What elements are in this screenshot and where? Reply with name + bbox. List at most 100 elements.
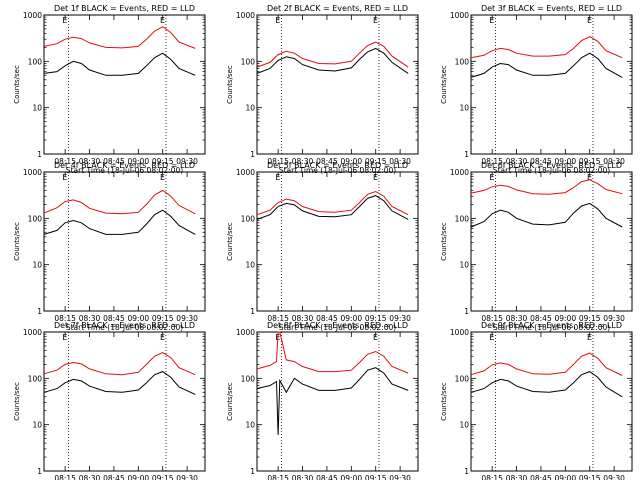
lld-rate-line: [470, 352, 623, 376]
x-tick-label: 09:00: [128, 474, 150, 480]
x-axis-label: Start Time (18-Jul-06 08:02:00): [66, 323, 183, 332]
plot-frame: [470, 14, 633, 155]
y-tick-label: 100: [28, 214, 43, 223]
plot-frame: [43, 14, 206, 155]
y-tick-label: 1: [464, 150, 469, 159]
x-tick-label: 09:15: [365, 474, 387, 480]
event-marker-label: E: [160, 173, 165, 182]
y-tick-label: 1: [37, 150, 42, 159]
panel-title: Det 8f BLACK = Events, RED = LLD: [267, 321, 408, 330]
y-tick-label: 1000: [23, 11, 42, 20]
plot-frame: [256, 14, 419, 155]
event-marker-label: E: [373, 333, 378, 342]
y-axis-label: Counts/sec: [440, 65, 448, 104]
x-tick-label: 08:45: [316, 157, 338, 166]
x-tick-label: 09:30: [389, 474, 411, 480]
panel-title: Det 2f BLACK = Events, RED = LLD: [267, 4, 408, 13]
x-tick-label: 09:30: [176, 314, 198, 323]
y-axis-label: Counts/sec: [13, 222, 21, 261]
y-tick-label: 1000: [236, 328, 255, 337]
x-tick-label: 09:00: [341, 474, 363, 480]
x-tick-label: 09:30: [176, 157, 198, 166]
events-rate-line: [43, 52, 196, 76]
x-tick-label: 09:15: [152, 314, 174, 323]
x-tick-label: 09:15: [152, 157, 174, 166]
x-tick-label: 08:45: [316, 474, 338, 480]
lld-rate-line: [43, 26, 196, 49]
events-rate-line: [43, 209, 196, 235]
x-tick-label: 09:15: [579, 474, 601, 480]
y-axis-label: Counts/sec: [226, 65, 234, 104]
lld-rate-line: [256, 190, 409, 216]
panel-9: Det 9f BLACK = Events, RED = LLD 1 10 100 10…: [440, 321, 633, 480]
panel-title: Det 9f BLACK = Events, RED = LLD: [481, 321, 622, 330]
y-tick-label: 10: [245, 104, 255, 113]
lld-rate-line: [470, 179, 623, 195]
y-tick-label: 1: [250, 150, 255, 159]
y-tick-label: 1000: [450, 168, 469, 177]
x-tick-label: 08:30: [79, 157, 101, 166]
panel-3: Det 3f BLACK = Events, RED = LLD 1 10 100 10…: [440, 4, 633, 175]
x-tick-label: 09:30: [389, 157, 411, 166]
x-tick-label: 08:30: [79, 314, 101, 323]
x-axis-label: Start Time (18-Jul-06 08:02:00): [493, 323, 610, 332]
x-tick-label: 08:15: [481, 157, 503, 166]
x-tick-label: 08:15: [481, 314, 503, 323]
x-tick-label: 08:15: [267, 474, 289, 480]
event-marker-label: E: [587, 333, 592, 342]
x-axis-label: Start Time (18-Jul-06 08:02:00): [66, 166, 183, 175]
event-marker-label: E: [587, 173, 592, 182]
panel-title: Det 4f BLACK = Events, RED = LLD: [54, 161, 195, 170]
y-tick-label: 100: [455, 57, 470, 66]
y-axis-label: Counts/sec: [440, 382, 448, 421]
y-tick-label: 1000: [450, 11, 469, 20]
x-tick-label: 09:30: [176, 474, 198, 480]
y-tick-label: 1: [464, 307, 469, 316]
x-axis-label: Start Time (18-Jul-06 08:02:00): [279, 323, 396, 332]
x-tick-label: 09:15: [152, 474, 174, 480]
lld-rate-line: [470, 36, 623, 59]
y-tick-label: 1: [464, 467, 469, 476]
y-tick-label: 1000: [23, 328, 42, 337]
x-tick-label: 09:30: [603, 157, 625, 166]
lld-rate-line: [256, 331, 409, 374]
x-tick-label: 09:15: [365, 157, 387, 166]
x-tick-label: 09:00: [555, 157, 577, 166]
y-tick-label: 100: [28, 374, 43, 383]
plot-frame: [256, 331, 419, 472]
x-tick-label: 08:30: [506, 157, 528, 166]
lld-rate-line: [43, 352, 196, 376]
event-marker-label: E: [373, 16, 378, 25]
x-tick-label: 09:15: [579, 157, 601, 166]
x-tick-label: 09:00: [341, 157, 363, 166]
x-tick-label: 08:30: [292, 474, 314, 480]
y-tick-label: 100: [28, 57, 43, 66]
panel-6: Det 6f BLACK = Events, RED = LLD 1 10 100 10…: [440, 161, 633, 332]
panel-title: Det 3f BLACK = Events, RED = LLD: [481, 4, 622, 13]
x-tick-label: 09:00: [128, 314, 150, 323]
panel-title: Det 1f BLACK = Events, RED = LLD: [54, 4, 195, 13]
plot-frame: [43, 331, 206, 472]
panel-4: Det 4f BLACK = Events, RED = LLD 1 10 100 10…: [13, 161, 206, 332]
panel-7: Det 7f BLACK = Events, RED = LLD 1 10 100 10…: [13, 321, 206, 480]
y-axis-label: Counts/sec: [226, 222, 234, 261]
y-tick-label: 100: [241, 214, 256, 223]
y-tick-label: 1000: [236, 11, 255, 20]
plot-frame: [470, 171, 633, 312]
x-tick-label: 08:30: [79, 474, 101, 480]
plot-frame: [256, 171, 419, 312]
x-tick-label: 08:45: [530, 157, 552, 166]
y-axis-label: Counts/sec: [440, 222, 448, 261]
panel-8: Det 8f BLACK = Events, RED = LLD 1 10 100 10…: [226, 321, 419, 480]
panel-title: Det 6f BLACK = Events, RED = LLD: [481, 161, 622, 170]
event-marker-label: E: [489, 16, 494, 25]
plot-frame: [43, 171, 206, 312]
x-tick-label: 08:45: [103, 474, 125, 480]
event-marker-label: E: [62, 333, 67, 342]
y-tick-label: 1000: [236, 168, 255, 177]
x-tick-label: 08:15: [54, 474, 76, 480]
lld-rate-line: [256, 41, 409, 68]
x-tick-label: 09:00: [555, 314, 577, 323]
y-tick-label: 100: [455, 374, 470, 383]
x-tick-label: 08:45: [103, 157, 125, 166]
